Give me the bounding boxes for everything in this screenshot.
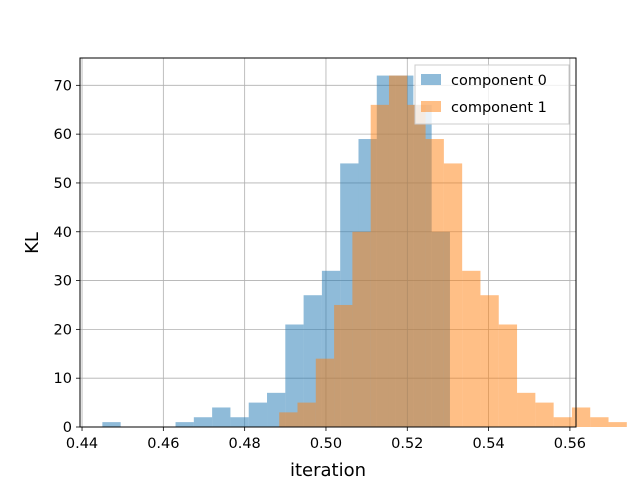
x-tick-label: 0.52: [391, 436, 423, 452]
x-tick-label: 0.54: [472, 436, 504, 452]
y-tick-label: 30: [54, 274, 72, 290]
histogram-bar-component-1: [462, 270, 481, 427]
histogram-bar-component-1: [370, 104, 389, 427]
histogram-bar-component-1: [480, 295, 499, 427]
histogram-bar-component-0: [175, 422, 194, 427]
x-tick-label: 0.46: [147, 436, 179, 452]
x-tick-label: 0.48: [229, 436, 261, 452]
y-tick-label: 50: [54, 176, 72, 192]
histogram-bar-component-1: [279, 412, 298, 427]
histogram-bar-component-1: [334, 304, 353, 427]
axis-ticks: 0.44 0.46 0.48 0.50 0.52 0.54 0.56 0 10 20 30 40 50 6…: [54, 78, 587, 452]
histogram-bar-component-0: [285, 324, 304, 427]
y-tick-label: 10: [54, 371, 72, 387]
legend-swatch-component-0: [421, 74, 441, 85]
histogram-bar-component-1: [535, 402, 554, 427]
histogram-bar-component-1: [388, 75, 408, 428]
x-tick-label: 0.56: [554, 436, 586, 452]
y-tick-label: 60: [54, 127, 72, 143]
y-tick-label: 40: [54, 225, 72, 241]
legend-label-component-1: component 1: [451, 100, 547, 116]
bars: [102, 75, 627, 428]
histogram-bar-component-1: [553, 417, 572, 427]
x-tick-label: 0.50: [310, 436, 342, 452]
histogram-bar-component-1: [297, 402, 316, 427]
plot-frame: [79, 57, 577, 428]
legend: component 0 component 1: [414, 64, 570, 125]
histogram-bar-component-1: [407, 104, 426, 427]
histogram-bar-component-0: [230, 417, 249, 427]
histogram-bar-component-0: [248, 402, 268, 427]
histogram-bar-component-1: [608, 422, 627, 427]
histogram-bar-component-0: [102, 422, 121, 427]
y-axis-label: KL: [22, 232, 43, 254]
histogram-bar-component-1: [443, 163, 463, 427]
histogram-bar-component-0: [212, 407, 231, 427]
x-tick-label: 0.44: [66, 436, 98, 452]
histogram-bar-component-0: [193, 417, 213, 427]
histogram-bar-component-1: [315, 358, 335, 427]
y-tick-label: 0: [63, 420, 72, 436]
histogram-bar-component-1: [517, 392, 536, 427]
x-axis-label: iteration: [290, 460, 366, 480]
histogram-bar-component-1: [590, 417, 609, 427]
y-tick-label: 20: [54, 322, 72, 338]
histogram-bar-component-1: [498, 324, 518, 427]
legend-label-component-0: component 0: [451, 73, 547, 89]
legend-swatch-component-1: [421, 101, 441, 112]
histogram-bar-component-1: [425, 139, 444, 427]
histogram-bar-component-1: [352, 231, 371, 427]
histogram-bar-component-1: [571, 407, 591, 427]
y-tick-label: 70: [54, 78, 72, 94]
